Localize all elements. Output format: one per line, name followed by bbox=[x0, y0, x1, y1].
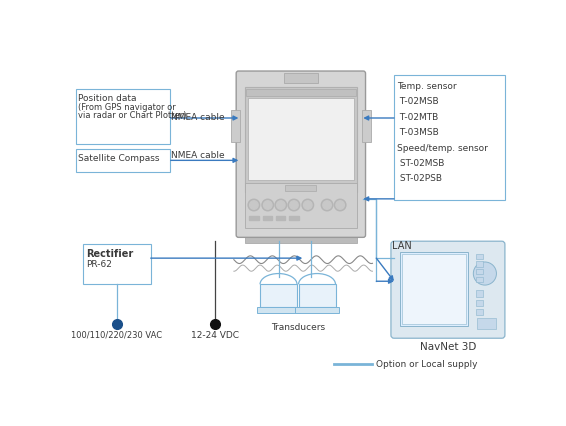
Text: ST-02PSB: ST-02PSB bbox=[397, 174, 442, 183]
Text: (From GPS navigator or: (From GPS navigator or bbox=[78, 103, 176, 112]
Circle shape bbox=[321, 200, 333, 211]
Circle shape bbox=[336, 201, 344, 210]
Text: NMEA cable: NMEA cable bbox=[171, 112, 224, 121]
Text: via radar or Chart Plotter): via radar or Chart Plotter) bbox=[78, 111, 187, 120]
Bar bbox=[284, 74, 318, 83]
Text: Rectifier: Rectifier bbox=[86, 248, 133, 259]
Text: 100/110/220/230 VAC: 100/110/220/230 VAC bbox=[71, 330, 162, 339]
Circle shape bbox=[303, 201, 312, 210]
FancyBboxPatch shape bbox=[391, 242, 505, 338]
Circle shape bbox=[335, 200, 346, 211]
FancyBboxPatch shape bbox=[236, 72, 366, 238]
Text: Position data: Position data bbox=[78, 93, 137, 102]
Bar bbox=[295, 307, 338, 313]
Text: Temp. sensor: Temp. sensor bbox=[397, 82, 457, 91]
Bar bbox=[249, 216, 259, 221]
Bar bbox=[475, 291, 483, 297]
Bar bbox=[76, 150, 170, 173]
Text: Speed/temp. sensor: Speed/temp. sensor bbox=[397, 143, 488, 152]
Bar bbox=[475, 309, 483, 315]
Bar bbox=[477, 319, 496, 329]
Text: NavNet 3D: NavNet 3D bbox=[420, 342, 476, 351]
Bar bbox=[245, 236, 357, 243]
Bar bbox=[475, 269, 483, 275]
Text: 12-24 VDC: 12-24 VDC bbox=[191, 330, 239, 339]
Text: PR-62: PR-62 bbox=[86, 259, 112, 268]
Text: LAN: LAN bbox=[392, 241, 411, 251]
Bar bbox=[263, 216, 272, 221]
Bar bbox=[298, 285, 336, 308]
Bar bbox=[257, 307, 300, 313]
Circle shape bbox=[323, 201, 331, 210]
Circle shape bbox=[264, 201, 272, 210]
Text: Satellite Compass: Satellite Compass bbox=[78, 153, 160, 162]
Text: Transducers: Transducers bbox=[271, 322, 325, 331]
Circle shape bbox=[275, 200, 286, 211]
Text: Option or Local supply: Option or Local supply bbox=[376, 359, 478, 368]
Bar bbox=[245, 184, 357, 229]
Text: T-02MTB: T-02MTB bbox=[397, 112, 438, 121]
Bar bbox=[475, 254, 483, 259]
Bar bbox=[362, 110, 371, 143]
Text: NMEA cable: NMEA cable bbox=[171, 151, 224, 160]
Bar bbox=[276, 216, 285, 221]
Bar bbox=[475, 277, 483, 282]
Bar bbox=[248, 99, 354, 180]
Bar bbox=[400, 252, 468, 326]
Text: ST-02MSB: ST-02MSB bbox=[397, 158, 444, 168]
Circle shape bbox=[250, 201, 258, 210]
Circle shape bbox=[290, 201, 298, 210]
Circle shape bbox=[248, 200, 260, 211]
Circle shape bbox=[288, 200, 300, 211]
Bar bbox=[260, 285, 297, 308]
Circle shape bbox=[302, 200, 314, 211]
Bar bbox=[231, 110, 240, 143]
Bar bbox=[289, 216, 298, 221]
Bar bbox=[475, 262, 483, 267]
Bar bbox=[76, 89, 170, 145]
Bar bbox=[394, 76, 505, 200]
Text: T-02MSB: T-02MSB bbox=[397, 97, 439, 106]
Circle shape bbox=[473, 262, 496, 285]
Circle shape bbox=[277, 201, 285, 210]
Bar bbox=[285, 186, 316, 192]
Bar bbox=[83, 245, 151, 285]
Bar bbox=[402, 255, 466, 324]
Text: T-03MSB: T-03MSB bbox=[397, 128, 439, 137]
Bar bbox=[475, 300, 483, 306]
Bar bbox=[245, 88, 357, 193]
Bar bbox=[246, 89, 355, 97]
Circle shape bbox=[262, 200, 273, 211]
